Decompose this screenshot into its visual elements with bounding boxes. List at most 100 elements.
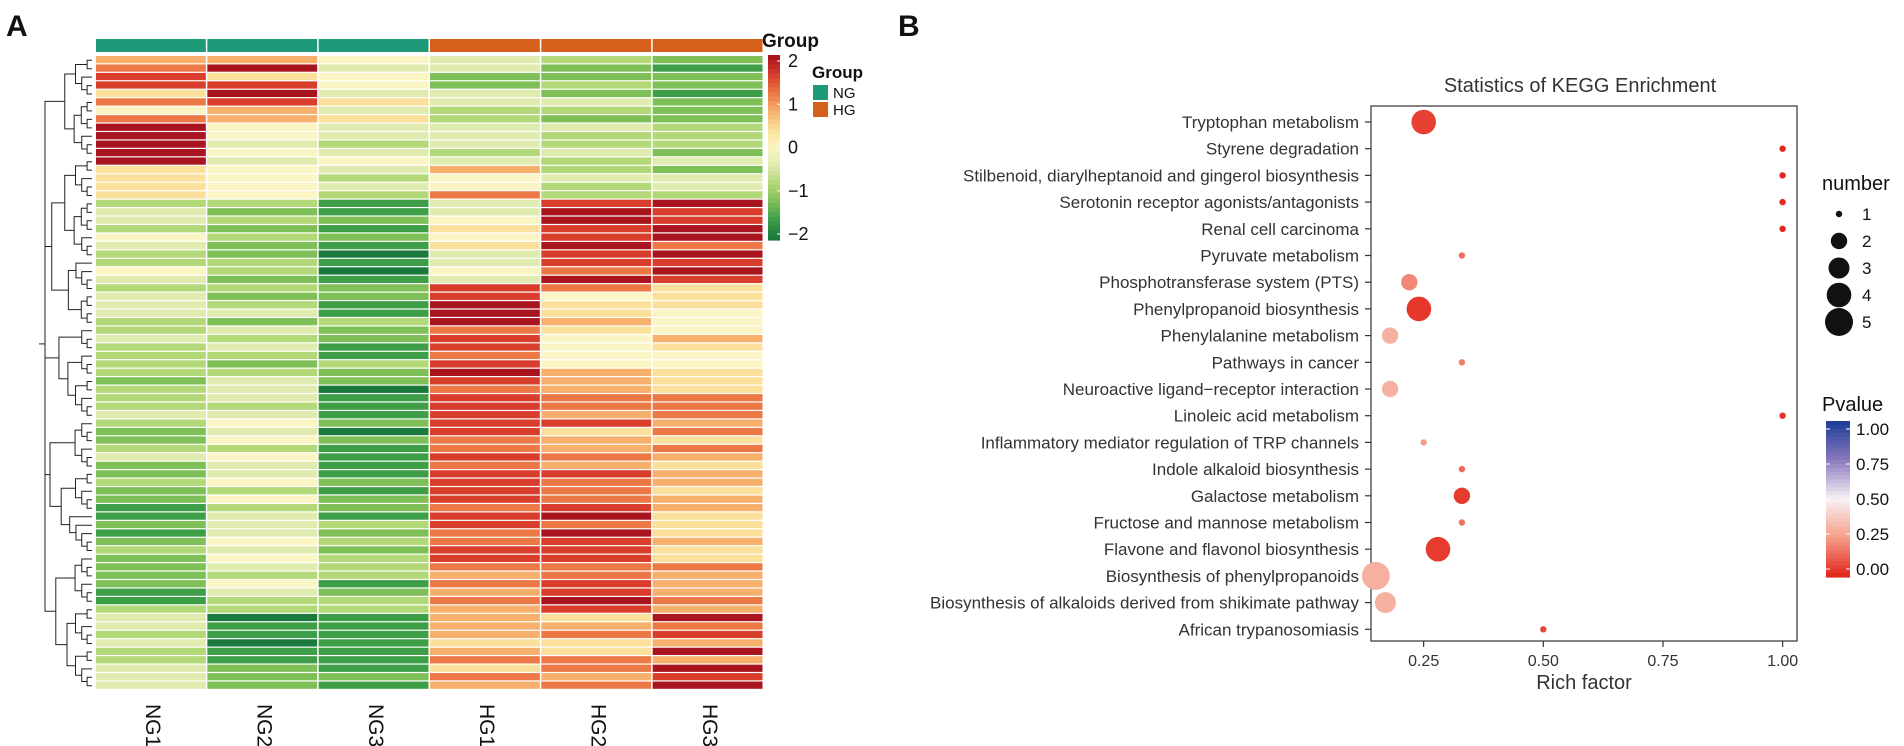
heatmap-cell xyxy=(652,394,763,402)
group-bar-hg xyxy=(652,39,763,52)
heatmap-cell xyxy=(96,241,206,250)
heatmap-cell xyxy=(541,537,652,546)
heatmap-cell xyxy=(430,140,540,148)
heatmap-cell xyxy=(541,453,652,461)
heatmap-cell xyxy=(652,292,763,300)
heatmap-cell xyxy=(207,208,318,216)
pvalue-swatch xyxy=(1826,502,1850,508)
scale-swatch xyxy=(768,166,780,172)
y-tick-label: Indole alkaloid biosynthesis xyxy=(1152,460,1359,479)
size-legend-label: 1 xyxy=(1862,205,1871,224)
heatmap-cell xyxy=(430,292,540,300)
column-label: HG3 xyxy=(698,704,721,746)
heatmap-cell xyxy=(541,656,652,664)
heatmap-cell xyxy=(96,427,206,436)
y-tick-label: Galactose metabolism xyxy=(1191,487,1359,506)
group-bar-ng xyxy=(207,39,318,52)
heatmap-cell xyxy=(96,225,206,233)
heatmap-cell xyxy=(430,157,540,165)
heatmap-cell xyxy=(207,368,318,377)
x-tick-label: 0.25 xyxy=(1408,653,1439,670)
heatmap-cell xyxy=(430,411,540,419)
heatmap-cell xyxy=(207,241,318,250)
heatmap-cell xyxy=(96,216,206,224)
heatmap-cell xyxy=(652,98,763,106)
heatmap-cell xyxy=(318,267,429,275)
heatmap-cell xyxy=(430,419,540,427)
y-tick-label: Phenylpropanoid biosynthesis xyxy=(1133,300,1359,319)
pvalue-swatch xyxy=(1826,534,1850,539)
scale-swatch xyxy=(768,115,780,121)
scale-swatch xyxy=(768,235,780,241)
bubble-legend: number Pvalue 1 2 3 4 5 1.00 0.75 0.50 0.25 0.00 xyxy=(1822,173,1890,579)
heatmap-cell xyxy=(96,453,206,461)
heatmap-cell xyxy=(541,64,652,72)
scale-swatch xyxy=(768,73,780,79)
heatmap-cell xyxy=(541,157,652,165)
heatmap-cell xyxy=(207,613,318,622)
heatmap-cell xyxy=(207,351,318,360)
pvalue-swatch xyxy=(1826,569,1850,574)
heatmap-cell xyxy=(96,123,206,131)
heatmap-cell xyxy=(430,647,540,655)
scale-swatch xyxy=(768,92,780,98)
data-point xyxy=(1779,412,1786,419)
heatmap-cell xyxy=(96,56,206,64)
heatmap-cell xyxy=(652,470,763,478)
heatmap: NG1 NG2 NG3 HG1 HG2 HG3 xyxy=(96,39,763,746)
heatmap-cell xyxy=(318,605,429,613)
heatmap-cell xyxy=(207,461,318,470)
scale-swatch xyxy=(768,105,780,112)
data-point xyxy=(1411,109,1436,135)
heatmap-cell xyxy=(652,419,763,427)
heatmap-cell xyxy=(541,664,652,672)
heatmap-cell xyxy=(430,580,540,588)
heatmap-cell xyxy=(96,580,206,588)
pvalue-swatch xyxy=(1826,475,1850,481)
heatmap-cell xyxy=(652,656,763,664)
heatmap-cell xyxy=(207,326,318,334)
heatmap-cell xyxy=(96,639,206,647)
heatmap-cell xyxy=(318,351,429,360)
heatmap-cell xyxy=(318,554,429,562)
heatmap-cell xyxy=(318,630,429,639)
heatmap-cell xyxy=(96,478,206,486)
pvalue-swatch xyxy=(1826,561,1850,566)
heatmap-cell xyxy=(96,318,206,326)
heatmap-cell xyxy=(96,81,206,89)
dendrogram-branch xyxy=(49,442,76,507)
heatmap-cell xyxy=(318,427,429,436)
heatmap-cell xyxy=(652,148,763,157)
heatmap-cell xyxy=(652,444,763,453)
scale-swatch xyxy=(768,193,780,199)
heatmap-cell xyxy=(96,554,206,562)
dendrogram-branch xyxy=(86,634,92,644)
heatmap-cell xyxy=(430,402,540,410)
heatmap-cell xyxy=(652,157,763,165)
heatmap-cell xyxy=(652,132,763,140)
dendrogram-branch xyxy=(73,114,82,144)
heatmap-cell xyxy=(207,292,318,300)
heatmap-cell xyxy=(207,148,318,157)
heatmap-cell xyxy=(96,275,206,284)
pvalue-swatch xyxy=(1826,479,1850,484)
dendrogram-branch xyxy=(86,651,92,661)
heatmap-cell xyxy=(430,681,540,689)
heatmap-cell xyxy=(430,377,540,385)
scale-tick-label: −2 xyxy=(788,224,809,244)
heatmap-cell xyxy=(318,165,429,174)
column-label: HG2 xyxy=(586,704,609,746)
heatmap-cell xyxy=(652,571,763,579)
heatmap-cell xyxy=(318,419,429,427)
pvalue-tick-label: 0.75 xyxy=(1856,455,1889,474)
group-bar-hg xyxy=(541,39,652,52)
heatmap-cell xyxy=(96,520,206,529)
heatmap-cell xyxy=(652,115,763,123)
heatmap-cell xyxy=(541,597,652,605)
heatmap-cell xyxy=(207,284,318,292)
heatmap-cell xyxy=(652,351,763,360)
heatmap-cell xyxy=(652,123,763,131)
heatmap-cell xyxy=(430,656,540,664)
